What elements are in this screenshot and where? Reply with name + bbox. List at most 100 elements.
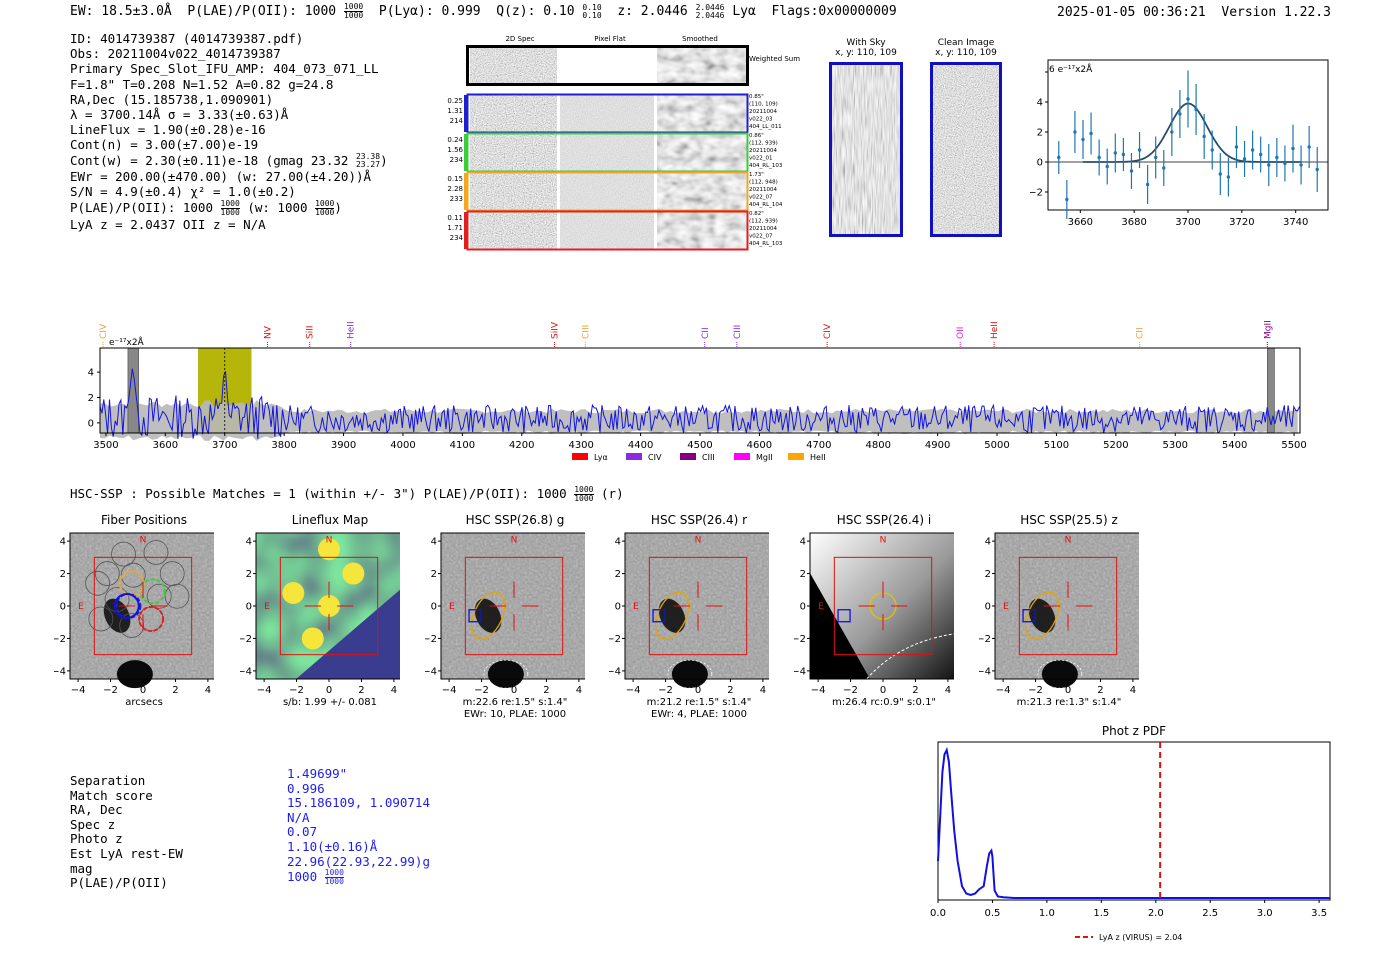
- panel-ytick-label: 4: [800, 537, 806, 548]
- panel-xtick-label: −4: [996, 685, 1011, 696]
- zoom-data-point: [1242, 157, 1247, 161]
- panel-xtick-label: 4: [205, 685, 211, 696]
- photz-title: Phot z PDF: [1101, 724, 1167, 738]
- zoom-data-point: [1283, 161, 1287, 166]
- version: Version 1.22.3: [1221, 5, 1331, 20]
- info-fparams: F=1.8" T=0.208 N=1.52 A=0.82 g=24.8: [70, 76, 334, 92]
- row-fiber-info: v022_01: [749, 156, 773, 162]
- info-obs: Obs: 20211004v022_4014739387: [70, 46, 281, 62]
- qz-fraction: 0.10 0.10: [582, 2, 602, 20]
- zoom-data-point: [1097, 155, 1101, 160]
- panel-ytick-label: 2: [60, 569, 66, 580]
- spectrum-line: [99, 368, 1300, 439]
- spectrum-xtick-label: 5000: [984, 440, 1009, 451]
- panel-caption-line1: arcsecs: [125, 697, 163, 708]
- line-marker-label: CIV: [823, 323, 833, 339]
- row-pixelflat: [560, 173, 654, 210]
- row-smoothed: [657, 134, 747, 171]
- row-color-bar: [464, 134, 467, 171]
- zoom-data-point: [1129, 169, 1134, 173]
- spectrum-ytick-label: 4: [88, 368, 94, 379]
- row-divider: [557, 173, 560, 210]
- zoom-data-point: [1113, 151, 1118, 155]
- panel-caption: s/b: 1.99 +/- 0.081: [256, 697, 404, 709]
- row-stat: 2.28: [447, 185, 463, 193]
- line-marker-label: SiII: [306, 325, 316, 339]
- row-2dspec: [470, 134, 557, 171]
- info-plae: P(LAE)/P(OII): 1000 1000 1000 (w: 1000 10…: [70, 198, 342, 217]
- panel-xtick-label: 4: [760, 685, 766, 696]
- panel-xtick-label: 0: [326, 685, 332, 696]
- info-lineflux: LineFlux = 1.90(±0.28)e-16: [70, 122, 266, 138]
- spectrum-ytick-label: 0: [88, 418, 94, 429]
- zoom-xtick-label: 3660: [1068, 217, 1093, 228]
- zoom-data-point: [1210, 148, 1214, 152]
- search-box: [279, 556, 379, 656]
- match-header: HSC-SSP : Possible Matches = 1 (within +…: [70, 485, 624, 503]
- spectrum-xtick-label: 4100: [450, 440, 475, 451]
- zoom-ytick-label: 4: [1037, 98, 1043, 109]
- photz-xtick-label: 2.5: [1202, 908, 1218, 919]
- row-fiber-info: 0.85": [749, 94, 764, 100]
- cutout-grid: 2D Spec Pixel Flat Smoothed Weighted Sum…: [447, 35, 800, 251]
- lineflux-hotspot: [318, 538, 340, 561]
- neighbor-blob: [671, 660, 708, 689]
- panel-xtick-label: 2: [912, 685, 918, 696]
- full-spectrum-plot: CIV NV SiII HeII SiIV CIII CII CIII CIV OII HeII CI…: [88, 320, 1307, 462]
- panel-caption-line2: EWr: 4, PLAE: 1000: [651, 709, 747, 720]
- match-value: 22.96(22.93,22.99)g: [287, 853, 430, 869]
- info-contn: Cont(n) = 3.00(±7.00)e-19: [70, 137, 259, 153]
- row-fiber-info: 404_RL_103: [749, 241, 783, 247]
- panel-ytick-label: −4: [794, 666, 806, 677]
- panel-xtick-label: 0: [880, 685, 886, 696]
- z-fraction: 2.0446 2.0446: [695, 2, 725, 20]
- panel-caption-line1: s/b: 1.99 +/- 0.081: [282, 697, 378, 708]
- panel-ytick-label: 2: [800, 569, 806, 580]
- row-fiber-info: (110, 109): [749, 102, 778, 108]
- panel-caption: arcsecs: [70, 697, 218, 709]
- row-fiber-info: 1.73": [749, 172, 764, 178]
- north-label: N: [880, 536, 887, 546]
- panel-xtick-label: 4: [576, 685, 582, 696]
- row-fiber-info: 20211004: [749, 187, 777, 193]
- line-name: Lyα: [732, 4, 756, 19]
- panel-ytick-label: −2: [609, 634, 621, 645]
- panel-xtick-label: 0: [695, 685, 701, 696]
- photz-axes-frame: [937, 741, 1331, 901]
- clean-image-title: Clean Image x, y: 110, 109: [935, 38, 997, 58]
- row-divider: [557, 134, 560, 171]
- panel-image: N E 4 4 2 2 0 0 −2 −2 −4 −4: [979, 532, 1139, 696]
- header-datetime: 2025-01-05 00:36:21 Version 1.22.3: [1057, 5, 1331, 20]
- with-sky-image: [829, 62, 903, 237]
- image-noise: [441, 533, 585, 679]
- match-label: Match score: [70, 787, 153, 803]
- col-label-2dspec: 2D Spec: [505, 35, 534, 43]
- legend-label: HeII: [810, 453, 826, 462]
- line-marker-label: SiIV: [550, 321, 560, 339]
- panel-xtick-label: −4: [71, 685, 86, 696]
- line-marker-label: MgII: [1263, 320, 1273, 339]
- panel-xtick-label: 2: [358, 685, 364, 696]
- row-divider: [557, 95, 560, 132]
- spectrum-xtick-label: 5200: [1103, 440, 1128, 451]
- legend-label: CIV: [648, 453, 662, 462]
- header-ew: EW: 18.5±3.0Å P(LAE)/P(OII): 1000 1000 10…: [70, 3, 897, 20]
- panel-ytick-label: 2: [985, 569, 991, 580]
- image-noise: [995, 533, 1139, 679]
- panel-caption-line1: m:26.4 rc:0.9" s:0.1": [831, 697, 937, 708]
- spectrum-unit-label: e⁻¹⁷x2Å: [109, 336, 145, 348]
- fiber-highlight: [138, 605, 165, 632]
- search-box: [464, 556, 564, 656]
- zoom-xtick-label: 3740: [1283, 217, 1308, 228]
- panel-xtick-label: 0: [1065, 685, 1071, 696]
- spectrum-xtick-label: 4400: [628, 440, 653, 451]
- line-marker-label: HeII: [990, 321, 1000, 339]
- panel-title: HSC SSP(25.5) z: [1020, 513, 1118, 527]
- info-id: ID: 4014739387 (4014739387.pdf): [70, 31, 304, 46]
- row-smoothed: [657, 95, 747, 132]
- panel-ytick-label: −4: [240, 666, 252, 677]
- panel-ytick-label: 0: [800, 602, 806, 613]
- east-label: E: [264, 602, 270, 612]
- match-value: 0.07: [287, 824, 318, 840]
- row-fiber-info: 0.86": [749, 133, 764, 139]
